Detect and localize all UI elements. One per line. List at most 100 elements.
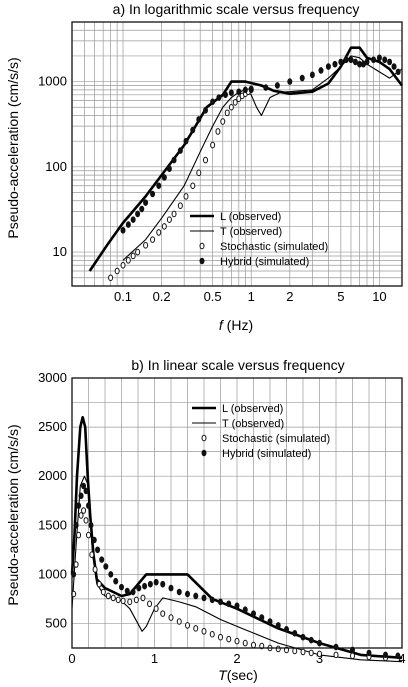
series-point-hybrid-simulated bbox=[190, 126, 196, 134]
panel-b-ylabel: Pseudo-acceleration (cm/s/s) bbox=[5, 424, 21, 605]
series-point-hybrid-simulated bbox=[196, 116, 202, 123]
series-point-hybrid-simulated bbox=[88, 521, 94, 529]
series-point-hybrid-simulated bbox=[143, 199, 149, 206]
series-point-stochastic-simulated bbox=[218, 633, 223, 641]
series-point-stochastic-simulated bbox=[86, 531, 91, 539]
series-point-stochastic-simulated bbox=[147, 600, 153, 608]
series-point-hybrid-simulated bbox=[176, 588, 182, 596]
series-point-hybrid-simulated bbox=[136, 584, 142, 592]
legend-label-l-observed: L (observed) bbox=[220, 211, 281, 223]
series-point-stochastic-simulated bbox=[160, 610, 166, 617]
series-point-hybrid-simulated bbox=[150, 190, 156, 198]
series-point-hybrid-simulated bbox=[130, 588, 136, 596]
series-point-stochastic-simulated bbox=[133, 596, 139, 604]
legend-swatch-hybrid-simulated bbox=[201, 449, 207, 457]
panel-a-legend: L (observed) T (observed) Stochastic (simu… bbox=[190, 211, 328, 268]
series-point-stochastic-simulated bbox=[317, 650, 322, 658]
series-point-hybrid-simulated bbox=[248, 85, 254, 93]
y-tick-label: 2500 bbox=[38, 419, 67, 434]
series-point-stochastic-simulated bbox=[228, 103, 234, 111]
series-point-hybrid-simulated bbox=[216, 94, 222, 101]
series-point-hybrid-simulated bbox=[76, 502, 82, 509]
series-point-hybrid-simulated bbox=[226, 600, 232, 608]
series-line-t-observed bbox=[122, 55, 403, 261]
panel-b-ticks: 0 1 2 3 4 500 1000 1500 2000 2500 3000 bbox=[38, 370, 406, 666]
series-point-hybrid-simulated bbox=[201, 594, 207, 602]
series-point-stochastic-simulated bbox=[73, 561, 79, 568]
series-point-stochastic-simulated bbox=[300, 648, 306, 656]
series-point-hybrid-simulated bbox=[119, 583, 124, 591]
series-point-hybrid-simulated bbox=[236, 88, 242, 96]
legend-label-hybrid-simulated: Hybrid (simulated) bbox=[220, 256, 309, 268]
series-point-hybrid-simulated bbox=[124, 587, 130, 595]
series-point-stochastic-simulated bbox=[275, 645, 281, 653]
series-point-hybrid-simulated bbox=[183, 137, 189, 145]
series-point-hybrid-simulated bbox=[242, 86, 248, 94]
series-point-stochastic-simulated bbox=[89, 551, 95, 559]
series-point-stochastic-simulated bbox=[166, 216, 172, 223]
series-point-stochastic-simulated bbox=[251, 641, 256, 649]
series-point-hybrid-simulated bbox=[274, 82, 280, 89]
x-tick-label: 1 bbox=[151, 651, 158, 666]
series-point-hybrid-simulated bbox=[95, 546, 101, 554]
legend-swatch-hybrid-simulated bbox=[199, 257, 205, 265]
series-point-stochastic-simulated bbox=[76, 531, 82, 539]
panel-a-xlabel-var: f bbox=[219, 317, 225, 333]
panel-a: a) In logarithmic scale versus frequency… bbox=[5, 1, 404, 333]
series-point-hybrid-simulated bbox=[309, 71, 315, 79]
series-point-hybrid-simulated bbox=[73, 521, 79, 529]
panel-b-legend: L (observed) T (observed) Stochastic (simu… bbox=[192, 403, 330, 460]
series-point-hybrid-simulated bbox=[153, 578, 159, 586]
series-point-hybrid-simulated bbox=[125, 221, 131, 228]
series-point-hybrid-simulated bbox=[86, 502, 91, 509]
series-point-stochastic-simulated bbox=[114, 267, 120, 275]
series-point-stochastic-simulated bbox=[150, 236, 156, 243]
series-point-stochastic-simulated bbox=[234, 637, 240, 645]
panel-a-title: a) In logarithmic scale versus frequency bbox=[113, 1, 360, 17]
series-point-stochastic-simulated bbox=[156, 229, 162, 236]
series-point-stochastic-simulated bbox=[153, 605, 159, 613]
series-point-hybrid-simulated bbox=[166, 165, 172, 173]
series-point-hybrid-simulated bbox=[222, 91, 228, 99]
series-point-stochastic-simulated bbox=[292, 647, 298, 655]
series-point-stochastic-simulated bbox=[220, 118, 226, 125]
series-point-stochastic-simulated bbox=[171, 210, 177, 218]
series-point-stochastic-simulated bbox=[190, 182, 196, 190]
series-point-hybrid-simulated bbox=[160, 580, 166, 588]
series-line-l-observed bbox=[70, 415, 403, 660]
series-point-hybrid-simulated bbox=[263, 84, 269, 91]
series-point-stochastic-simulated bbox=[209, 630, 215, 638]
series-point-stochastic-simulated bbox=[177, 202, 183, 209]
series-point-stochastic-simulated bbox=[226, 635, 232, 643]
series-point-hybrid-simulated bbox=[135, 210, 141, 218]
x-tick-label: 1 bbox=[248, 289, 255, 304]
series-point-stochastic-simulated bbox=[81, 507, 87, 514]
series-point-stochastic-simulated bbox=[105, 592, 111, 600]
series-point-stochastic-simulated bbox=[196, 169, 202, 177]
x-tick-label: 0 bbox=[68, 651, 75, 666]
series-point-hybrid-simulated bbox=[333, 643, 339, 651]
series-point-hybrid-simulated bbox=[366, 649, 372, 657]
series-point-hybrid-simulated bbox=[376, 54, 382, 62]
series-point-stochastic-simulated bbox=[115, 596, 121, 604]
series-point-hybrid-simulated bbox=[156, 182, 162, 190]
series-point-stochastic-simulated bbox=[130, 252, 136, 260]
series-point-stochastic-simulated bbox=[232, 99, 238, 106]
series-point-stochastic-simulated bbox=[333, 651, 339, 659]
series-point-hybrid-simulated bbox=[383, 651, 388, 659]
series-point-stochastic-simulated bbox=[224, 109, 230, 117]
series-point-hybrid-simulated bbox=[113, 577, 119, 585]
series-point-stochastic-simulated bbox=[203, 156, 209, 164]
series-point-hybrid-simulated bbox=[395, 68, 401, 76]
panel-a-ticks: 0.1 0.2 0.5 1 2 5 10 10 100 1000 bbox=[38, 74, 387, 304]
series-point-stochastic-simulated bbox=[168, 614, 174, 621]
series-point-stochastic-simulated bbox=[143, 242, 149, 249]
series-point-stochastic-simulated bbox=[308, 649, 314, 657]
panel-b: b) In linear scale versus frequency Pseu… bbox=[5, 357, 406, 683]
series-point-stochastic-simulated bbox=[176, 618, 182, 625]
panel-a-xlabel-unit: (Hz) bbox=[223, 317, 253, 333]
legend-label-t-observed: T (observed) bbox=[222, 418, 284, 430]
series-point-hybrid-simulated bbox=[343, 56, 349, 64]
y-tick-label: 1000 bbox=[38, 74, 67, 89]
series-point-stochastic-simulated bbox=[100, 588, 106, 596]
